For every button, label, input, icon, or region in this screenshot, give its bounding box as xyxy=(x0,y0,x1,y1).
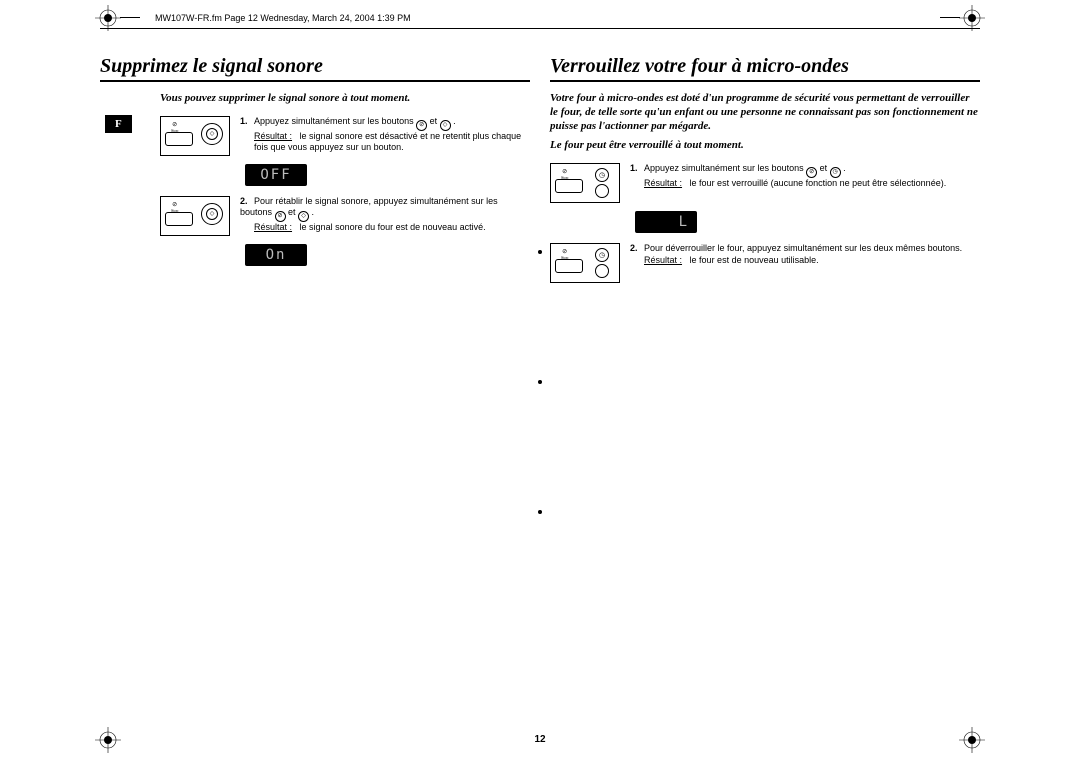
lcd-display: L xyxy=(635,211,697,233)
page-content: F Supprimez le signal sonore Vous pouvez… xyxy=(100,55,980,733)
result-text: le four est verrouillé (aucune fonction … xyxy=(690,178,947,188)
step-row: ⊘Stop ◷ 1.Appuyez simultanément sur les … xyxy=(550,163,980,203)
clock-icon: ◷ xyxy=(830,167,841,178)
stop-icon: ⊘ xyxy=(806,167,817,178)
step-row: ⊘Stop ◇ 2.Pour rétablir le signal sonore… xyxy=(160,196,530,236)
step-text: 2.Pour déverrouiller le four, appuyez si… xyxy=(630,243,980,283)
result-text: le four est de nouveau utilisable. xyxy=(690,255,819,265)
page-number: 12 xyxy=(534,734,545,745)
crop-line xyxy=(940,17,960,18)
step-number: 2. xyxy=(630,243,644,255)
control-panel-illustration: ⊘Stop ◇ xyxy=(160,196,230,236)
section-title-left: Supprimez le signal sonore xyxy=(100,55,530,82)
step-row: ⊘Stop ◇ 1.Appuyez simultanément sur les … xyxy=(160,116,530,156)
crop-mark-tl xyxy=(95,5,121,36)
intro-right: Votre four à micro-ondes est doté d'un p… xyxy=(550,92,980,133)
lcd-display: On xyxy=(245,244,307,266)
start-icon: ◇ xyxy=(298,211,309,222)
stop-icon: ⊘ xyxy=(416,120,427,131)
intro-right-2: Le four peut être verrouillé à tout mome… xyxy=(550,139,980,153)
crop-mark-tr xyxy=(959,5,985,36)
intro-left: Vous pouvez supprimer le signal sonore à… xyxy=(160,92,530,106)
right-column: Verrouillez votre four à micro-ondes Vot… xyxy=(550,55,980,291)
result-text: le signal sonore est désactivé et ne ret… xyxy=(254,131,521,153)
header-rule xyxy=(100,28,980,29)
control-panel-illustration: ⊘Stop ◷ xyxy=(550,243,620,283)
left-column: Supprimez le signal sonore Vous pouvez s… xyxy=(100,55,530,291)
start-icon: ◇ xyxy=(440,120,451,131)
result-label: Résultat : xyxy=(254,222,292,232)
step-number: 2. xyxy=(240,196,254,208)
result-label: Résultat : xyxy=(644,178,682,188)
step-text: 2.Pour rétablir le signal sonore, appuye… xyxy=(240,196,530,236)
result-label: Résultat : xyxy=(254,131,292,141)
control-panel-illustration: ⊘Stop ◇ xyxy=(160,116,230,156)
lcd-display: OFF xyxy=(245,164,307,186)
step-row: ⊘Stop ◷ 2.Pour déverrouiller le four, ap… xyxy=(550,243,980,283)
section-title-right: Verrouillez votre four à micro-ondes xyxy=(550,55,980,82)
step-text: 1.Appuyez simultanément sur les boutons … xyxy=(630,163,980,203)
step-text: 1.Appuyez simultanément sur les boutons … xyxy=(240,116,530,156)
stop-icon: ⊘ xyxy=(275,211,286,222)
result-label: Résultat : xyxy=(644,255,682,265)
step-number: 1. xyxy=(630,163,644,175)
crop-line xyxy=(120,17,140,18)
header-meta: MW107W-FR.fm Page 12 Wednesday, March 24… xyxy=(155,13,411,23)
result-text: le signal sonore du four est de nouveau … xyxy=(300,222,486,232)
step-number: 1. xyxy=(240,116,254,128)
control-panel-illustration: ⊘Stop ◷ xyxy=(550,163,620,203)
